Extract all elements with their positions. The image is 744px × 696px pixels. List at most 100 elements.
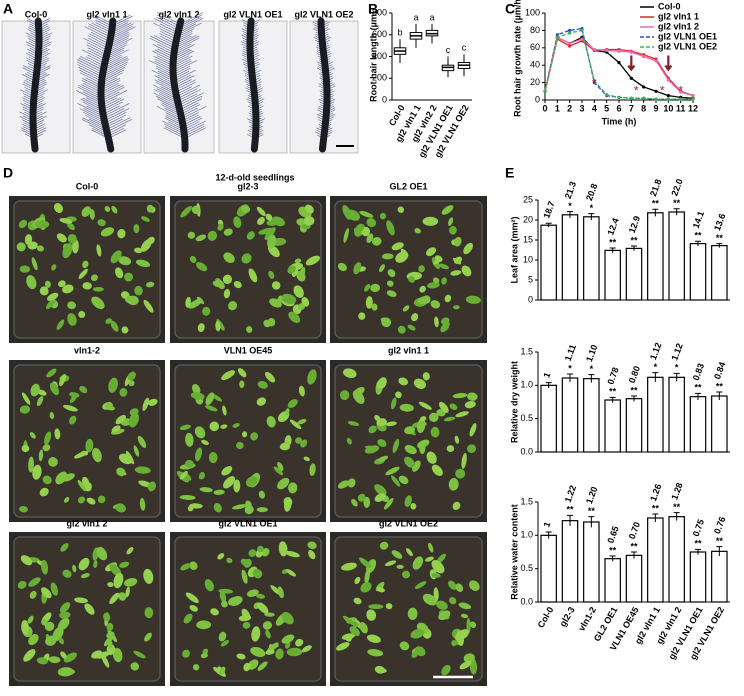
- point: [679, 90, 683, 94]
- bar: [711, 395, 728, 453]
- annotation: *: [634, 83, 639, 97]
- photo-label: gl2 vln1 1: [388, 345, 429, 355]
- root-hair: [184, 127, 207, 139]
- leaf: [208, 451, 218, 464]
- error-bar: [567, 514, 573, 526]
- leaf: [448, 580, 457, 590]
- leaf: [246, 231, 255, 240]
- root-hair: [81, 49, 106, 62]
- significance: *: [654, 362, 658, 372]
- leaf: [410, 629, 424, 639]
- value-label: 20.8: [584, 182, 599, 202]
- y-tick-label: 20: [523, 214, 533, 224]
- root-hair: [101, 86, 125, 100]
- leaf: [360, 581, 372, 593]
- leaf: [458, 602, 472, 610]
- leaf: [180, 563, 191, 571]
- bar: [540, 384, 557, 453]
- leaf: [285, 550, 300, 558]
- point: [629, 76, 633, 80]
- leaf: [247, 659, 259, 670]
- value-label: 12.4: [605, 217, 620, 237]
- leaf: [386, 280, 394, 287]
- leaf: [130, 662, 140, 671]
- leaf: [391, 475, 401, 487]
- bar: [583, 521, 600, 603]
- leaf: [461, 265, 472, 277]
- root-hair: [88, 33, 110, 45]
- leaf: [228, 301, 238, 311]
- significance: **: [630, 541, 638, 551]
- root-hair: [172, 60, 198, 73]
- error-bar: [716, 546, 723, 556]
- leaf: [287, 265, 296, 274]
- leaf: [377, 377, 387, 389]
- leaf: [207, 230, 218, 241]
- leaf: [42, 444, 51, 452]
- leaf: [113, 572, 124, 589]
- y-tick-label: 200: [372, 73, 387, 83]
- x-axis-label: Time (h): [602, 116, 637, 126]
- y-axis-label: Relative water content: [509, 504, 519, 600]
- leaf: [133, 650, 146, 659]
- leaf: [455, 583, 464, 592]
- leaf: [448, 477, 459, 491]
- y-tick-label: 1.0: [520, 530, 533, 540]
- image-label: Col-0: [25, 9, 48, 19]
- leaf: [257, 545, 264, 553]
- y-tick-label: 80: [530, 25, 540, 35]
- leaf: [185, 432, 194, 447]
- leaf: [414, 228, 421, 234]
- legend-label: gl2 VLN1 OE2: [658, 41, 717, 51]
- leaf: [376, 587, 385, 593]
- y-tick-label: 400: [372, 51, 387, 61]
- leaf: [80, 573, 90, 579]
- leaf: [192, 664, 200, 671]
- leaf: [97, 495, 106, 504]
- leaf: [106, 622, 114, 631]
- pot: [334, 364, 483, 518]
- y-tick-label: 1.0: [520, 380, 533, 390]
- leaf: [293, 285, 304, 298]
- root: [246, 17, 260, 153]
- error-bar: [695, 240, 701, 246]
- leaf: [469, 658, 478, 675]
- error-bar: [567, 373, 573, 382]
- leaf: [111, 425, 121, 433]
- leaf: [364, 569, 370, 584]
- significance: **: [673, 198, 681, 208]
- leaf: [107, 582, 114, 588]
- leaf: [268, 270, 275, 279]
- leaf: [367, 649, 384, 657]
- leaf: [201, 439, 209, 446]
- leaf: [133, 445, 140, 457]
- significance: **: [609, 387, 617, 397]
- x-tick-label: 9: [653, 103, 658, 113]
- leaf: [104, 206, 111, 212]
- leaf: [466, 618, 471, 634]
- significance-letter: c: [462, 43, 467, 53]
- leaf: [134, 247, 143, 254]
- bar: [561, 377, 579, 453]
- panel-label: C: [505, 1, 515, 17]
- significance: **: [673, 502, 681, 512]
- x-tick-label: 6: [616, 103, 621, 113]
- leaf: [55, 471, 68, 485]
- y-tick-label: 1.5: [520, 346, 533, 356]
- x-tick-label: 1: [555, 103, 560, 113]
- y-tick-label: 10: [523, 254, 533, 264]
- y-tick-label: 0.5: [520, 413, 533, 423]
- leaf: [309, 463, 316, 477]
- leaf: [431, 573, 441, 578]
- leaf: [218, 666, 226, 676]
- point: [642, 54, 646, 59]
- leaf: [411, 313, 419, 322]
- leaf: [392, 438, 400, 453]
- leaf: [63, 652, 77, 663]
- leaf: [386, 290, 397, 298]
- leaf: [39, 286, 49, 296]
- leaf: [217, 553, 225, 560]
- leaf: [185, 296, 191, 308]
- bar: [668, 376, 685, 453]
- leaf: [364, 445, 380, 454]
